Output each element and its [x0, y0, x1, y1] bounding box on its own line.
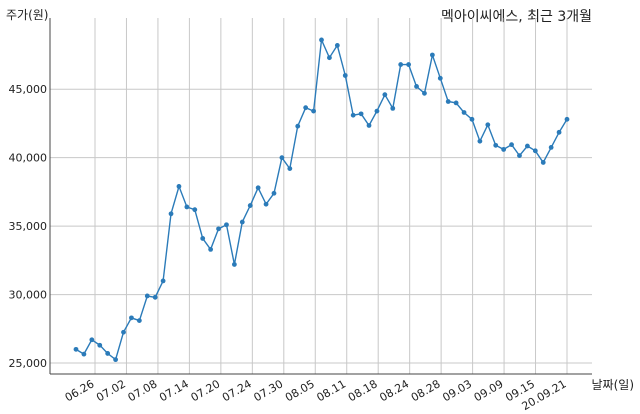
x-tick-label: 08.11	[314, 377, 348, 404]
data-point	[453, 100, 459, 106]
data-point	[160, 278, 166, 284]
data-point	[469, 116, 475, 122]
data-point	[501, 147, 507, 152]
x-tick-label: 07.20	[189, 377, 223, 404]
x-tick-label: 09.03	[440, 377, 474, 404]
data-point	[279, 155, 285, 161]
data-point	[342, 73, 348, 78]
data-point	[97, 342, 103, 348]
data-point	[144, 293, 150, 299]
data-point	[429, 52, 435, 58]
data-point	[224, 222, 229, 228]
chart-title: 멕아이씨에스, 최근 3개월	[440, 9, 592, 25]
x-tick-label: 08.24	[377, 377, 411, 404]
data-point	[532, 148, 538, 154]
data-point	[485, 122, 491, 128]
x-tick-label: 08.05	[283, 377, 317, 404]
data-point	[105, 351, 111, 356]
data-point	[406, 62, 412, 67]
x-tick-label: 07.08	[126, 377, 160, 404]
data-point	[255, 185, 261, 191]
x-tick-label: 08.18	[346, 377, 380, 404]
x-tick-label: 09.09	[472, 377, 506, 404]
data-point	[208, 247, 214, 252]
data-point	[200, 236, 206, 241]
data-point	[184, 204, 190, 210]
data-point	[414, 84, 419, 89]
data-point	[129, 315, 134, 321]
data-point	[121, 329, 126, 335]
data-point	[239, 219, 245, 225]
data-point	[216, 226, 221, 232]
x-tick-label: 07.24	[220, 377, 254, 404]
data-point	[287, 166, 293, 172]
data-point	[445, 99, 451, 104]
data-point	[509, 142, 514, 148]
y-tick-label: 35,000	[9, 220, 48, 233]
data-point	[168, 211, 174, 217]
data-point	[437, 75, 443, 81]
data-point	[390, 105, 396, 111]
y-tick-label: 45,000	[9, 83, 48, 96]
x-axis-label: 날짜(일)	[591, 378, 634, 392]
y-axis-label: 주가(원)	[6, 8, 49, 22]
data-point	[152, 294, 158, 300]
data-point	[263, 201, 269, 207]
data-point	[477, 138, 483, 144]
x-tick-label: 06.26	[63, 377, 97, 404]
data-point	[358, 111, 364, 117]
data-point	[192, 207, 198, 213]
data-point	[540, 160, 546, 165]
x-tick-label: 07.30	[252, 377, 286, 404]
data-point	[350, 112, 356, 118]
data-point	[366, 123, 372, 128]
data-point	[334, 42, 340, 48]
data-point	[398, 62, 404, 67]
data-point	[374, 108, 380, 114]
data-point	[231, 262, 237, 267]
data-point	[81, 351, 87, 357]
data-point	[271, 190, 277, 196]
data-point	[303, 105, 309, 111]
data-point	[525, 143, 530, 149]
y-tick-label: 40,000	[9, 152, 48, 165]
data-point	[548, 144, 554, 150]
data-point	[556, 129, 562, 135]
data-point	[176, 184, 182, 189]
data-point	[89, 337, 95, 343]
data-point	[295, 123, 301, 129]
data-point	[564, 116, 570, 122]
y-tick-label: 30,000	[9, 289, 48, 302]
data-point	[517, 153, 522, 159]
x-tick-label: 07.02	[94, 377, 128, 404]
data-point	[73, 346, 79, 352]
data-point	[136, 318, 142, 323]
data-point	[247, 203, 253, 208]
y-tick-label: 25,000	[9, 357, 48, 370]
data-point	[311, 108, 316, 114]
data-point	[319, 37, 324, 43]
data-point	[113, 357, 118, 363]
x-tick-label: 07.14	[157, 377, 191, 404]
data-point	[422, 90, 427, 96]
x-tick-label: 08.28	[409, 377, 443, 404]
data-point	[461, 110, 467, 115]
series-line	[75, 37, 568, 361]
data-point	[327, 55, 332, 61]
data-point	[382, 92, 388, 98]
data-point	[493, 142, 499, 148]
